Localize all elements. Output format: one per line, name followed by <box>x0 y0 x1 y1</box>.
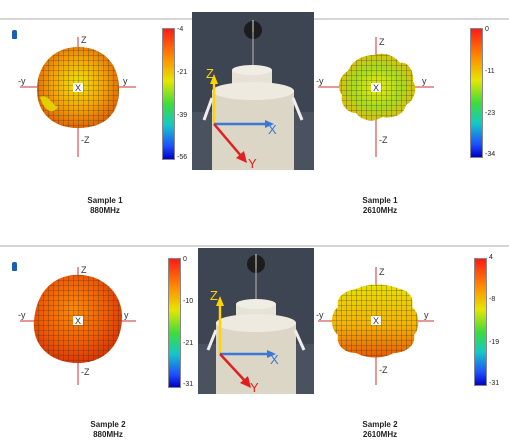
marker-icon <box>12 262 17 271</box>
photo-y-label: Y <box>248 156 257 170</box>
marker-icon <box>12 30 17 39</box>
pattern-neg-z-label: -Z <box>81 367 90 377</box>
pattern-x-label: X <box>373 316 379 326</box>
scale-tick: -21 <box>177 69 188 76</box>
scale-tick: 4 <box>489 254 493 261</box>
scale-tick: 0 <box>183 256 187 263</box>
caption-line2: 2610MHz <box>362 206 398 215</box>
color-scale <box>162 28 175 160</box>
scale-tick: -23 <box>485 110 496 117</box>
pattern-neg-y-label: -y <box>18 76 26 86</box>
radiation-pattern-sample2-2610: X Z -Z y -y <box>316 267 434 385</box>
middle-divider <box>0 245 509 247</box>
caption-sample1-2610: Sample 1 2610MHz <box>340 196 420 216</box>
caption-line2: 880MHz <box>93 430 123 439</box>
scale-tick: -31 <box>183 381 194 388</box>
caption-line1: Sample 1 <box>87 196 123 205</box>
color-scale <box>168 258 181 388</box>
color-scale <box>470 28 483 158</box>
photo-x-label: X <box>268 122 277 137</box>
pattern-neg-y-label: -y <box>316 310 324 320</box>
scale-tick: -39 <box>177 112 188 119</box>
pattern-x-label: X <box>75 316 81 326</box>
caption-sample2-880: Sample 2 880MHz <box>68 420 148 440</box>
photo-x-label: X <box>270 352 279 367</box>
pattern-z-label: Z <box>379 267 385 277</box>
pattern-neg-y-label: -y <box>18 310 26 320</box>
caption-line1: Sample 2 <box>362 420 398 429</box>
radiation-pattern-sample1-2610: X Z -Z y -y <box>316 37 434 157</box>
scale-tick: -34 <box>485 151 496 158</box>
caption-line1: Sample 2 <box>90 420 126 429</box>
caption-line2: 880MHz <box>90 206 120 215</box>
pattern-x-label: X <box>373 83 379 93</box>
scale-tick: -10 <box>183 298 194 305</box>
scale-tick: -56 <box>177 154 188 161</box>
scale-tick: 0 <box>485 26 489 33</box>
antenna-photo: Z X Y <box>192 12 314 170</box>
radiation-pattern-sample2-880: X Z -Z y -y <box>18 265 136 385</box>
pattern-y-label: y <box>422 76 427 86</box>
scale-tick: -21 <box>183 340 194 347</box>
caption-sample1-880: Sample 1 880MHz <box>65 196 145 216</box>
scale-tick: -4 <box>177 26 184 33</box>
pattern-neg-y-label: -y <box>316 76 324 86</box>
pattern-z-label: Z <box>379 37 385 47</box>
scale-tick: -11 <box>485 68 495 75</box>
pattern-y-label: y <box>124 310 129 320</box>
photo-y-label: Y <box>250 380 259 394</box>
photo-z-label: Z <box>206 66 214 81</box>
caption-line1: Sample 1 <box>362 196 398 205</box>
caption-line2: 2610MHz <box>362 430 398 439</box>
pattern-x-label: X <box>75 83 81 93</box>
pattern-y-label: y <box>123 76 128 86</box>
scale-tick: -31 <box>489 380 500 387</box>
pattern-z-label: Z <box>81 35 87 45</box>
scale-tick: -8 <box>489 296 496 303</box>
antenna-photo: Z X Y <box>198 248 314 394</box>
color-scale <box>474 258 487 386</box>
photo-z-label: Z <box>210 288 218 303</box>
scale-tick: -19 <box>489 339 500 346</box>
pattern-neg-z-label: -Z <box>379 135 388 145</box>
caption-sample2-2610: Sample 2 2610MHz <box>340 420 420 440</box>
pattern-z-label: Z <box>81 265 87 275</box>
pattern-y-label: y <box>424 310 429 320</box>
pattern-neg-z-label: -Z <box>379 365 388 375</box>
pattern-neg-z-label: -Z <box>81 135 90 145</box>
radiation-pattern-sample1-880: X Z -Z y -y <box>18 35 136 157</box>
